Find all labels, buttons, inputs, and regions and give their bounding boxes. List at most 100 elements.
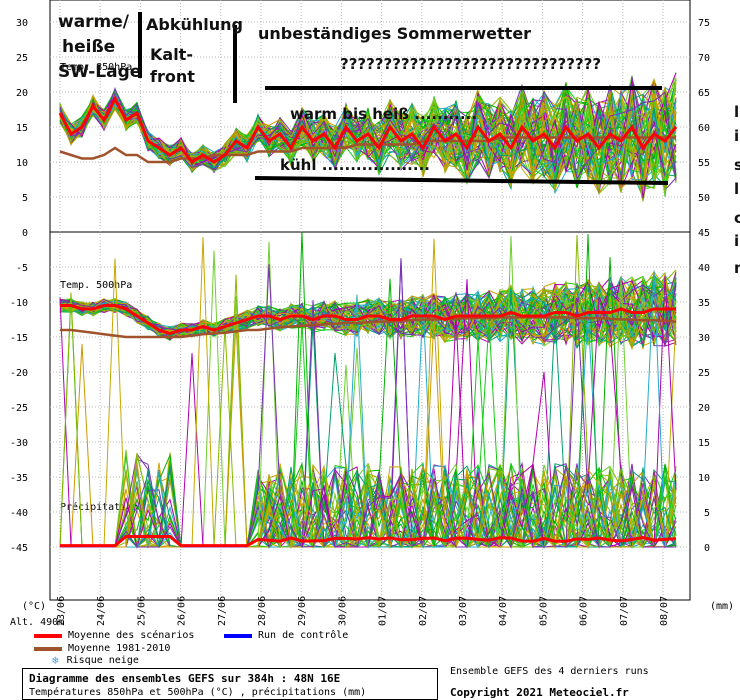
- y-left-tick: -45: [10, 543, 28, 554]
- annotation-text: SW-Lage: [58, 62, 141, 82]
- ensemble-member-500: [59, 285, 677, 341]
- annotation-text: ??????????????????????????????: [340, 55, 601, 73]
- footer-copyright: Copyright 2021 Meteociel.fr: [450, 686, 629, 699]
- mean-line-850: [58, 95, 678, 164]
- annotation-text: unbeständiges Sommerwetter: [258, 24, 531, 43]
- side-text-fragment: l: [734, 103, 739, 121]
- y-right-tick: 25: [698, 368, 710, 379]
- legend-climate-swatch: [34, 646, 62, 651]
- y-left-tick: -25: [10, 403, 28, 414]
- y-right-tick: 35: [698, 298, 710, 309]
- ensemble-member-500: [59, 282, 677, 345]
- x-tick: 25/06: [136, 596, 147, 626]
- panel-label: Temp. 500hPa: [60, 280, 132, 291]
- footer-title: Diagramme des ensembles GEFS sur 384h : …: [29, 672, 341, 685]
- panel-label: Temp. 850hPa: [60, 62, 132, 73]
- y-left-tick: 0: [22, 228, 28, 239]
- annotation-text: front: [150, 67, 195, 86]
- y-right-tick: 75: [698, 18, 710, 29]
- y-right-tick: 10: [698, 473, 710, 484]
- y-right-tick: 60: [698, 123, 710, 134]
- x-tick: 30/06: [337, 596, 348, 626]
- x-tick: 04/07: [498, 596, 509, 626]
- legend-snow: ❄ Risque neige: [52, 654, 139, 667]
- precip-member: [60, 462, 677, 548]
- y-right-tick: 5: [704, 508, 710, 519]
- side-text-fragment: i: [734, 232, 739, 250]
- y-right-tick: 65: [698, 88, 710, 99]
- ensemble-member-850: [59, 81, 677, 199]
- side-text-fragment: c: [734, 209, 740, 227]
- y-right-tick: 45: [698, 228, 710, 239]
- legend-climate-label: Moyenne 1981-2010: [68, 643, 171, 654]
- altitude-label: Alt. 490m: [10, 617, 64, 628]
- y-left-tick: 10: [16, 158, 28, 169]
- side-text-fragment: m: [734, 259, 740, 277]
- legend-snow-label: Risque neige: [66, 655, 139, 666]
- precip-member: [60, 264, 676, 549]
- y-right-tick: 20: [698, 403, 710, 414]
- x-tick: 05/07: [538, 596, 549, 626]
- y-left-tick: 5: [22, 193, 28, 204]
- y-right-tick: 0: [704, 543, 710, 554]
- y-left-unit: (°C): [22, 601, 46, 612]
- y-left-tick: 15: [16, 123, 28, 134]
- footer-runs: Ensemble GEFS des 4 derniers runs: [450, 666, 649, 677]
- x-tick: 08/07: [659, 596, 670, 626]
- precip-member: [60, 462, 677, 548]
- y-left-tick: -20: [10, 368, 28, 379]
- side-text-fragment: s: [734, 156, 740, 174]
- y-left-tick: -40: [10, 508, 28, 519]
- legend-mean-label: Moyenne des scénarios: [68, 630, 195, 641]
- annotation-text: Kalt-: [150, 45, 193, 64]
- x-tick: 23/06: [56, 596, 67, 626]
- y-left-tick: 30: [16, 18, 28, 29]
- y-left-tick: -10: [10, 298, 28, 309]
- y-left-tick: -15: [10, 333, 28, 344]
- mean-line-precip: [60, 535, 677, 548]
- legend-control-label: Run de contrôle: [258, 630, 349, 641]
- footer-subtitle: Températures 850hPa et 500hPa (°C) , pré…: [29, 687, 367, 698]
- y-right-tick: 40: [698, 263, 710, 274]
- x-tick: 06/07: [579, 596, 590, 626]
- legend-control-swatch: [224, 633, 252, 638]
- precip-member: [60, 464, 677, 549]
- x-tick: 26/06: [177, 596, 188, 626]
- annotation-text: heiße: [62, 37, 115, 57]
- y-right-tick: 55: [698, 158, 710, 169]
- y-left-tick: -30: [10, 438, 28, 449]
- side-text-fragment: l: [734, 180, 739, 198]
- y-left-tick: 20: [16, 88, 28, 99]
- annotation-text: warm bis heiß ...........: [290, 105, 477, 123]
- x-tick: 01/07: [378, 596, 389, 626]
- y-left-tick: -35: [10, 473, 28, 484]
- y-left-tick: -5: [16, 263, 28, 274]
- y-right-tick: 70: [698, 53, 710, 64]
- footer-box: Diagramme des ensembles GEFS sur 384h : …: [22, 668, 438, 700]
- x-tick: 28/06: [257, 596, 268, 626]
- x-tick: 27/06: [217, 596, 228, 626]
- legend-mean-swatch: [34, 633, 62, 638]
- x-tick: 02/07: [418, 596, 429, 626]
- ensemble-member-850: [59, 82, 677, 190]
- y-left-tick: 25: [16, 53, 28, 64]
- legend-control: Run de contrôle: [224, 630, 348, 641]
- climate-line-500: [60, 316, 677, 339]
- legend-climate: Moyenne 1981-2010: [34, 643, 170, 654]
- y-right-tick: 50: [698, 193, 710, 204]
- y-right-tick: 30: [698, 333, 710, 344]
- x-tick: 07/07: [619, 596, 630, 626]
- x-tick: 24/06: [96, 596, 107, 626]
- annotation-text: kühl ...................: [280, 156, 430, 174]
- annotation-text: warme/: [58, 12, 130, 32]
- snowflake-icon: ❄: [52, 654, 59, 667]
- y-right-tick: 15: [698, 438, 710, 449]
- side-text-fragment: i: [734, 127, 739, 145]
- x-tick: 29/06: [297, 596, 308, 626]
- y-right-unit: (mm): [710, 601, 734, 612]
- mean-line-500: [60, 304, 676, 336]
- legend-mean: Moyenne des scénarios: [34, 630, 194, 641]
- x-tick: 03/07: [458, 596, 469, 626]
- annotation-text: Abkühlung: [146, 15, 243, 34]
